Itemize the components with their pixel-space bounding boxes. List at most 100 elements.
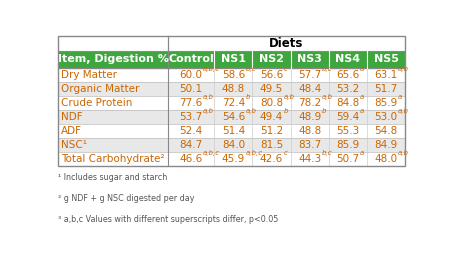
Bar — [58, 51, 168, 68]
Text: ³ a,b,c Values with different superscripts differ, p<0.05: ³ a,b,c Values with different superscrip… — [58, 215, 278, 224]
Bar — [290, 124, 328, 138]
Text: 51.7: 51.7 — [373, 84, 397, 94]
Bar — [328, 138, 366, 152]
Text: 48.8: 48.8 — [297, 126, 321, 136]
Text: 54.6: 54.6 — [221, 112, 244, 122]
Bar — [168, 124, 214, 138]
Text: NDF: NDF — [61, 112, 83, 122]
Text: NS4: NS4 — [335, 54, 359, 64]
Bar — [214, 138, 252, 152]
Bar — [328, 124, 366, 138]
Text: a,b,c: a,b,c — [245, 150, 262, 156]
Text: 49.5: 49.5 — [259, 84, 282, 94]
Bar — [366, 138, 404, 152]
Bar — [290, 152, 328, 166]
Bar — [58, 82, 168, 96]
Text: 51.2: 51.2 — [259, 126, 282, 136]
Text: Total Carbohydrate²: Total Carbohydrate² — [61, 154, 164, 164]
Bar — [366, 124, 404, 138]
Text: 85.9: 85.9 — [336, 140, 359, 150]
Bar — [214, 51, 252, 68]
Text: a: a — [359, 94, 363, 100]
Bar — [366, 152, 404, 166]
Text: a,b: a,b — [202, 108, 214, 114]
Text: 53.7: 53.7 — [179, 112, 202, 122]
Bar — [252, 96, 290, 110]
Text: Diets: Diets — [269, 37, 303, 50]
Bar — [214, 152, 252, 166]
Text: 48.4: 48.4 — [297, 84, 321, 94]
Bar — [252, 152, 290, 166]
Text: a: a — [359, 150, 363, 156]
Bar — [58, 152, 168, 166]
Text: 56.6: 56.6 — [259, 70, 282, 80]
Bar — [214, 68, 252, 82]
Text: 84.9: 84.9 — [373, 140, 397, 150]
Text: 59.4: 59.4 — [336, 112, 359, 122]
Text: 85.9: 85.9 — [373, 98, 397, 108]
Bar — [214, 96, 252, 110]
Text: 44.3: 44.3 — [297, 154, 321, 164]
Bar — [366, 82, 404, 96]
Text: 80.8: 80.8 — [259, 98, 282, 108]
Text: 48.9: 48.9 — [297, 112, 321, 122]
Text: Dry Matter: Dry Matter — [61, 70, 117, 80]
Text: a,b,c: a,b,c — [202, 66, 220, 72]
Text: 83.7: 83.7 — [297, 140, 321, 150]
Bar — [290, 68, 328, 82]
Bar — [252, 68, 290, 82]
Bar — [58, 36, 404, 166]
Text: NS1: NS1 — [221, 54, 245, 64]
Text: NSC¹: NSC¹ — [61, 140, 87, 150]
Bar — [168, 36, 404, 51]
Text: a,b: a,b — [283, 94, 294, 100]
Bar — [252, 110, 290, 124]
Bar — [168, 51, 214, 68]
Bar — [214, 82, 252, 96]
Text: 81.5: 81.5 — [259, 140, 282, 150]
Bar — [290, 96, 328, 110]
Text: b,c: b,c — [321, 66, 331, 72]
Bar — [58, 36, 168, 51]
Text: b: b — [245, 94, 249, 100]
Text: 84.8: 84.8 — [336, 98, 359, 108]
Text: 50.7: 50.7 — [336, 154, 359, 164]
Text: a: a — [359, 66, 363, 72]
Text: 78.2: 78.2 — [297, 98, 321, 108]
Bar — [58, 138, 168, 152]
Bar — [252, 51, 290, 68]
Text: 65.6: 65.6 — [336, 70, 359, 80]
Text: ¹ Includes sugar and starch: ¹ Includes sugar and starch — [58, 173, 167, 182]
Text: 58.6: 58.6 — [221, 70, 244, 80]
Bar — [366, 51, 404, 68]
Text: a,b,c: a,b,c — [202, 150, 220, 156]
Text: 45.9: 45.9 — [221, 154, 244, 164]
Text: a: a — [397, 94, 401, 100]
Text: c: c — [283, 66, 287, 72]
Bar — [328, 51, 366, 68]
Bar — [290, 138, 328, 152]
Text: 48.8: 48.8 — [221, 84, 244, 94]
Text: 54.8: 54.8 — [373, 126, 397, 136]
Text: 50.1: 50.1 — [179, 84, 202, 94]
Bar — [290, 51, 328, 68]
Text: ADF: ADF — [61, 126, 82, 136]
Bar — [328, 82, 366, 96]
Text: 48.0: 48.0 — [373, 154, 397, 164]
Text: NS3: NS3 — [297, 54, 322, 64]
Text: 72.4: 72.4 — [221, 98, 244, 108]
Text: c: c — [283, 150, 287, 156]
Bar — [168, 138, 214, 152]
Bar — [328, 152, 366, 166]
Text: Crude Protein: Crude Protein — [61, 98, 132, 108]
Bar — [168, 68, 214, 82]
Text: 84.0: 84.0 — [221, 140, 244, 150]
Bar — [290, 110, 328, 124]
Text: b,c: b,c — [321, 150, 331, 156]
Bar — [58, 124, 168, 138]
Text: a,b: a,b — [397, 150, 408, 156]
Bar — [252, 82, 290, 96]
Bar — [168, 152, 214, 166]
Bar — [328, 68, 366, 82]
Text: 60.0: 60.0 — [179, 70, 202, 80]
